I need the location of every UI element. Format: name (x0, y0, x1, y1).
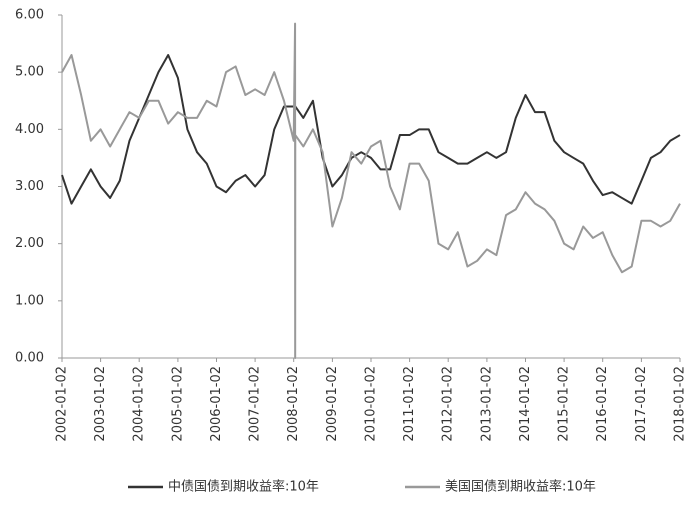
x-tick-label: 2016-01-02 (595, 366, 610, 442)
legend-label: 美国国债到期收益率:10年 (445, 479, 596, 495)
x-tick-label: 2014-01-02 (518, 366, 533, 442)
series-line (61, 54, 681, 205)
x-tick-label: 2017-01-02 (634, 366, 649, 442)
y-tick-label: 3.00 (15, 179, 44, 194)
y-tick-label: 1.00 (15, 293, 44, 308)
y-tick-label: 4.00 (15, 122, 44, 137)
x-tick-label: 2011-01-02 (402, 366, 417, 442)
x-tick-label: 2007-01-02 (248, 366, 263, 442)
x-tick-label: 2006-01-02 (209, 366, 224, 442)
y-tick-label: 0.00 (15, 351, 44, 366)
x-tick-label: 2018-01-02 (673, 366, 688, 442)
y-tick-label: 5.00 (15, 65, 44, 80)
x-tick-label: 2010-01-02 (364, 366, 379, 442)
x-tick-label: 2009-01-02 (325, 366, 340, 442)
series-line (61, 22, 681, 359)
legend-label: 中债国债到期收益率:10年 (168, 479, 319, 495)
x-tick-label: 2015-01-02 (557, 366, 572, 442)
x-tick-label: 2002-01-02 (55, 366, 70, 442)
x-tick-label: 2004-01-02 (132, 366, 147, 442)
y-tick-label: 6.00 (15, 8, 44, 23)
x-tick-label: 2003-01-02 (93, 366, 108, 442)
x-tick-label: 2005-01-02 (170, 366, 185, 442)
y-tick-label: 2.00 (15, 236, 44, 251)
x-tick-label: 2012-01-02 (441, 366, 456, 442)
x-tick-label: 2013-01-02 (479, 366, 494, 442)
x-tick-label: 2008-01-02 (286, 366, 301, 442)
